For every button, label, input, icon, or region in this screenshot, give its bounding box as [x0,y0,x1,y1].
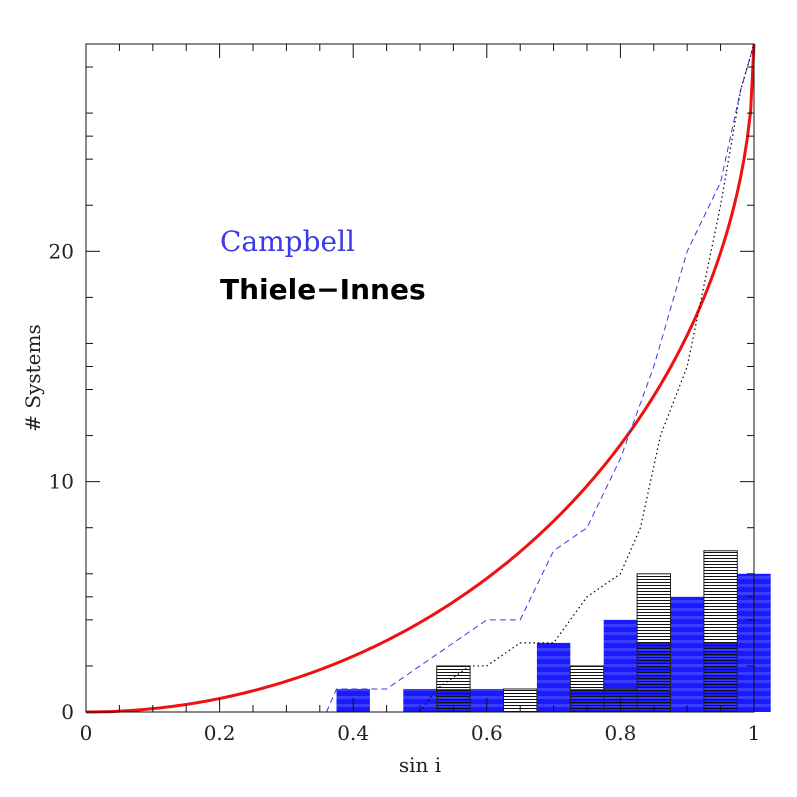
thiele_innes_cumulative-line [419,43,755,713]
curves [85,43,756,714]
x-tick-label: 1 [748,721,761,745]
x-tick-label: 0 [80,721,93,745]
campbell-bar [670,596,704,712]
y-tick-label: 20 [49,239,74,263]
x-tick-label: 0.8 [604,721,636,745]
x-tick-label: 0.4 [337,721,369,745]
thiele_innes-bar [703,550,738,713]
campbell-bar [536,642,571,712]
thiele_innes-bar [636,573,671,713]
expected-line [85,43,756,714]
y-tick-label: 0 [61,700,74,724]
y-tick-label: 10 [49,470,74,494]
campbell-bar [403,688,437,712]
legend-thiele-innes: Thiele−Innes [220,273,426,306]
y-axis-title: # Systems [21,324,45,431]
legend-campbell: Campbell [220,225,355,258]
campbell_cumulative-line [326,43,755,713]
x-axis-title: sin i [399,753,441,777]
x-tick-label: 0.2 [204,721,236,745]
x-tick-label: 0.6 [471,721,503,745]
